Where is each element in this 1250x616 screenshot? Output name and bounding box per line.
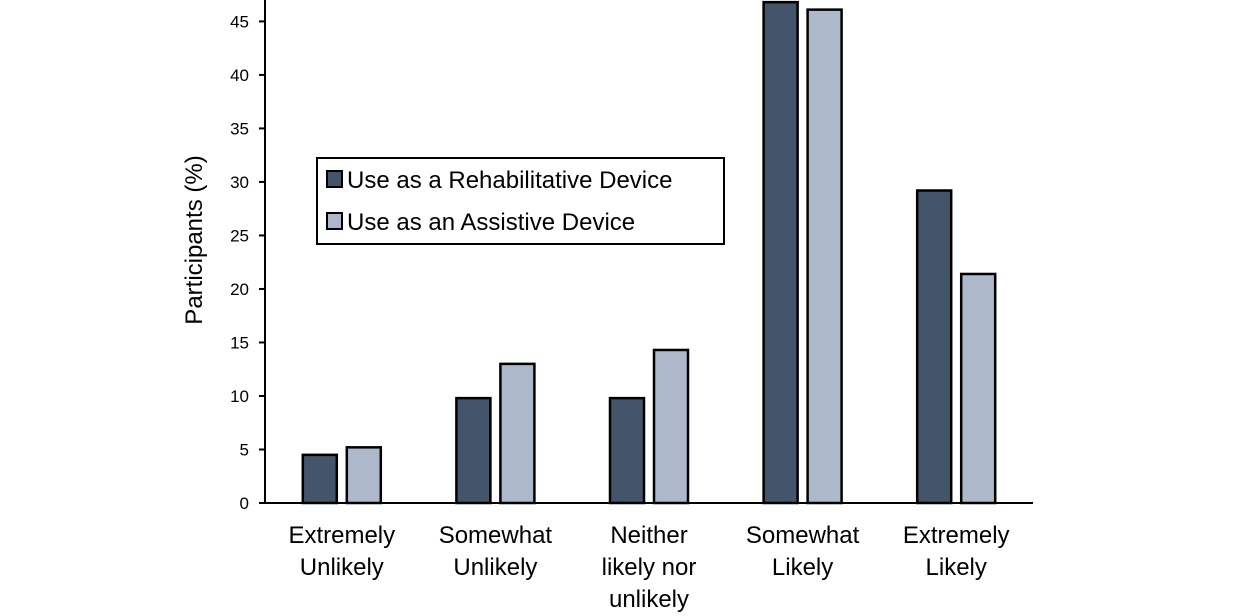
legend-label-assistive: Use as an Assistive Device bbox=[347, 209, 635, 236]
bar-assistive bbox=[806, 8, 843, 505]
x-category-label: Neither bbox=[610, 522, 687, 549]
y-tick-label: 5 bbox=[240, 440, 249, 459]
legend: Use as a Rehabilitative Device Use as an… bbox=[316, 157, 725, 245]
x-category-label: likely nor bbox=[602, 554, 697, 581]
legend-box bbox=[316, 157, 725, 245]
y-tick-label: 25 bbox=[230, 226, 249, 245]
y-axis-title: Participants (%) bbox=[181, 155, 208, 324]
x-category-label: unlikely bbox=[609, 586, 689, 613]
x-category-label: Somewhat bbox=[746, 522, 860, 549]
y-tick-label: 15 bbox=[230, 333, 249, 352]
bar-assistive bbox=[959, 272, 997, 505]
bar-assistive bbox=[345, 446, 383, 505]
x-category-label: Extremely bbox=[903, 522, 1010, 549]
bars bbox=[301, 0, 997, 505]
legend-swatch-assistive bbox=[326, 212, 343, 230]
bar-rehabilitative bbox=[762, 0, 799, 505]
y-tick-label: 0 bbox=[240, 494, 249, 513]
y-tick-label: 45 bbox=[230, 12, 249, 31]
bar-assistive bbox=[652, 348, 690, 505]
y-tick-label: 40 bbox=[230, 66, 249, 85]
bar-rehabilitative bbox=[608, 396, 646, 505]
x-category-label: Unlikely bbox=[300, 554, 384, 581]
bar-rehabilitative bbox=[301, 453, 339, 505]
x-category-label: Extremely bbox=[288, 522, 395, 549]
y-tick-label: 20 bbox=[230, 280, 249, 299]
y-tick-label: 35 bbox=[230, 119, 249, 138]
bar-assistive bbox=[499, 362, 536, 505]
y-tick-label: 10 bbox=[230, 387, 249, 406]
x-category-label: Likely bbox=[772, 554, 833, 581]
category-labels: Extremely Unlikely Somewhat Unlikely Neither… bbox=[288, 522, 1009, 613]
legend-label-rehabilitative: Use as a Rehabilitative Device bbox=[347, 167, 673, 194]
axes: 0 5 10 15 20 25 30 35 40 45 bbox=[230, 0, 1033, 513]
x-category-label: Likely bbox=[926, 554, 987, 581]
bar-rehabilitative bbox=[455, 396, 492, 505]
legend-swatch-rehabilitative bbox=[326, 170, 343, 188]
x-category-label: Unlikely bbox=[453, 554, 537, 581]
x-category-label: Somewhat bbox=[439, 522, 553, 549]
y-tick-label: 30 bbox=[230, 173, 249, 192]
bar-rehabilitative bbox=[915, 189, 953, 505]
